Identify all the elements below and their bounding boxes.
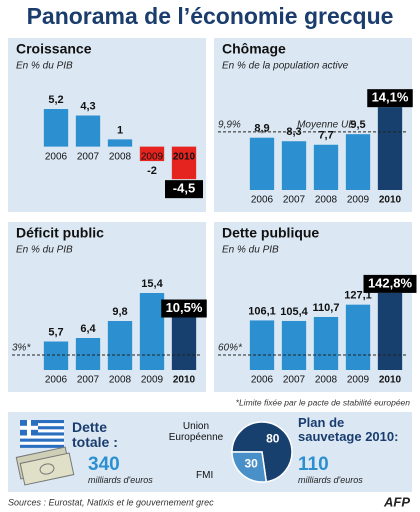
bar <box>345 134 371 190</box>
x-tick-label: 2006 <box>45 375 68 386</box>
bar <box>249 137 275 190</box>
bar <box>171 317 197 370</box>
bar <box>249 320 275 370</box>
reference-label: 9,9% <box>218 119 241 130</box>
credit: AFP <box>383 494 410 509</box>
x-tick-label: 2007 <box>283 375 306 386</box>
value-label: -2 <box>147 165 157 177</box>
bar <box>43 341 69 370</box>
value-label: 7,7 <box>318 130 333 142</box>
reference-label: 60%* <box>218 343 243 354</box>
value-label-box <box>165 180 203 199</box>
debt-value: 340 <box>88 454 120 475</box>
x-tick-label: 2007 <box>77 151 100 162</box>
source: Sources : Eurostat, Natixis et le gouver… <box>8 497 214 507</box>
panel-title: Dette publique <box>222 225 319 241</box>
bar <box>377 292 403 370</box>
x-tick-label: 2009 <box>141 151 164 162</box>
x-tick-label: 2010 <box>173 151 196 162</box>
value-label: 15,4 <box>141 278 163 290</box>
x-tick-label: 2006 <box>251 375 274 386</box>
value-label: -4,5 <box>173 181 195 196</box>
x-tick-label: 2006 <box>251 195 274 206</box>
pie-title: Plan de sauvetage 2010: <box>298 415 399 445</box>
value-label: 1 <box>117 124 123 136</box>
pie-value: 30 <box>245 457 259 471</box>
value-label: 5,2 <box>48 94 63 106</box>
x-tick-label: 2008 <box>315 195 338 206</box>
value-label-box <box>161 299 207 318</box>
pie-total: 110 <box>298 454 329 475</box>
value-label: 14,1% <box>372 90 409 105</box>
value-label-box <box>367 89 413 108</box>
x-tick-label: 2010 <box>379 375 402 386</box>
value-label: 10,5% <box>166 300 203 315</box>
panel-subtitle: En % du PIB <box>16 61 73 72</box>
money-icon <box>15 446 75 486</box>
bar <box>43 109 69 147</box>
x-tick-label: 2009 <box>347 375 370 386</box>
value-label: 106,1 <box>248 305 276 317</box>
pie-label: Union Européenne <box>168 421 224 443</box>
x-tick-label: 2009 <box>141 375 164 386</box>
bar <box>171 146 197 180</box>
value-label: 142,8% <box>368 275 413 290</box>
reference-label: 3%* <box>12 343 31 354</box>
panel-subtitle: En % de la population active <box>222 61 349 72</box>
panel-title: Déficit public <box>16 225 104 241</box>
pie-unit: milliards d'euros <box>298 475 363 485</box>
value-label: 110,7 <box>313 302 340 314</box>
x-tick-label: 2010 <box>379 195 402 206</box>
x-tick-label: 2008 <box>109 151 132 162</box>
bar <box>139 146 165 162</box>
debt-label: Dette totale : <box>72 419 118 451</box>
value-label-box <box>363 274 417 293</box>
x-tick-label: 2007 <box>283 195 306 206</box>
bar <box>377 107 403 190</box>
bar <box>107 139 133 147</box>
pie-slice <box>231 451 268 483</box>
panel-subtitle: En % du PIB <box>16 245 73 256</box>
value-label: 8,9 <box>254 123 269 135</box>
x-tick-label: 2009 <box>347 195 370 206</box>
value-label: 9,5 <box>350 119 365 131</box>
bar <box>139 293 165 370</box>
x-tick-label: 2010 <box>173 375 196 386</box>
value-label: 5,7 <box>48 326 63 338</box>
summary-band <box>8 412 412 492</box>
reference-name: Moyenne UE <box>297 119 355 130</box>
footnote: *Limite fixée par le pacte de stabilité … <box>236 397 411 407</box>
value-label: 4,3 <box>80 100 95 112</box>
panel-title: Croissance <box>16 41 92 57</box>
bar <box>281 141 307 190</box>
page-title: Panorama de l’économie grecque <box>27 3 394 29</box>
pie-label: FMI <box>196 470 214 481</box>
x-tick-label: 2006 <box>45 151 68 162</box>
panel-subtitle: En % du PIB <box>222 245 279 256</box>
flag-icon <box>20 420 64 448</box>
panel-title: Chômage <box>222 41 286 57</box>
value-label: 105,4 <box>280 306 308 318</box>
x-tick-label: 2007 <box>77 375 100 386</box>
x-tick-label: 2008 <box>109 375 132 386</box>
bar <box>75 115 101 147</box>
bar <box>345 304 371 370</box>
bar <box>75 338 101 370</box>
bar <box>107 321 133 370</box>
debt-unit: milliards d'euros <box>88 475 153 485</box>
x-tick-label: 2008 <box>315 375 338 386</box>
value-label: 9,8 <box>112 306 127 318</box>
bar <box>313 316 339 370</box>
bar <box>313 144 339 190</box>
pie-value: 80 <box>266 432 280 446</box>
bar <box>281 320 307 370</box>
value-label: 6,4 <box>80 323 96 335</box>
